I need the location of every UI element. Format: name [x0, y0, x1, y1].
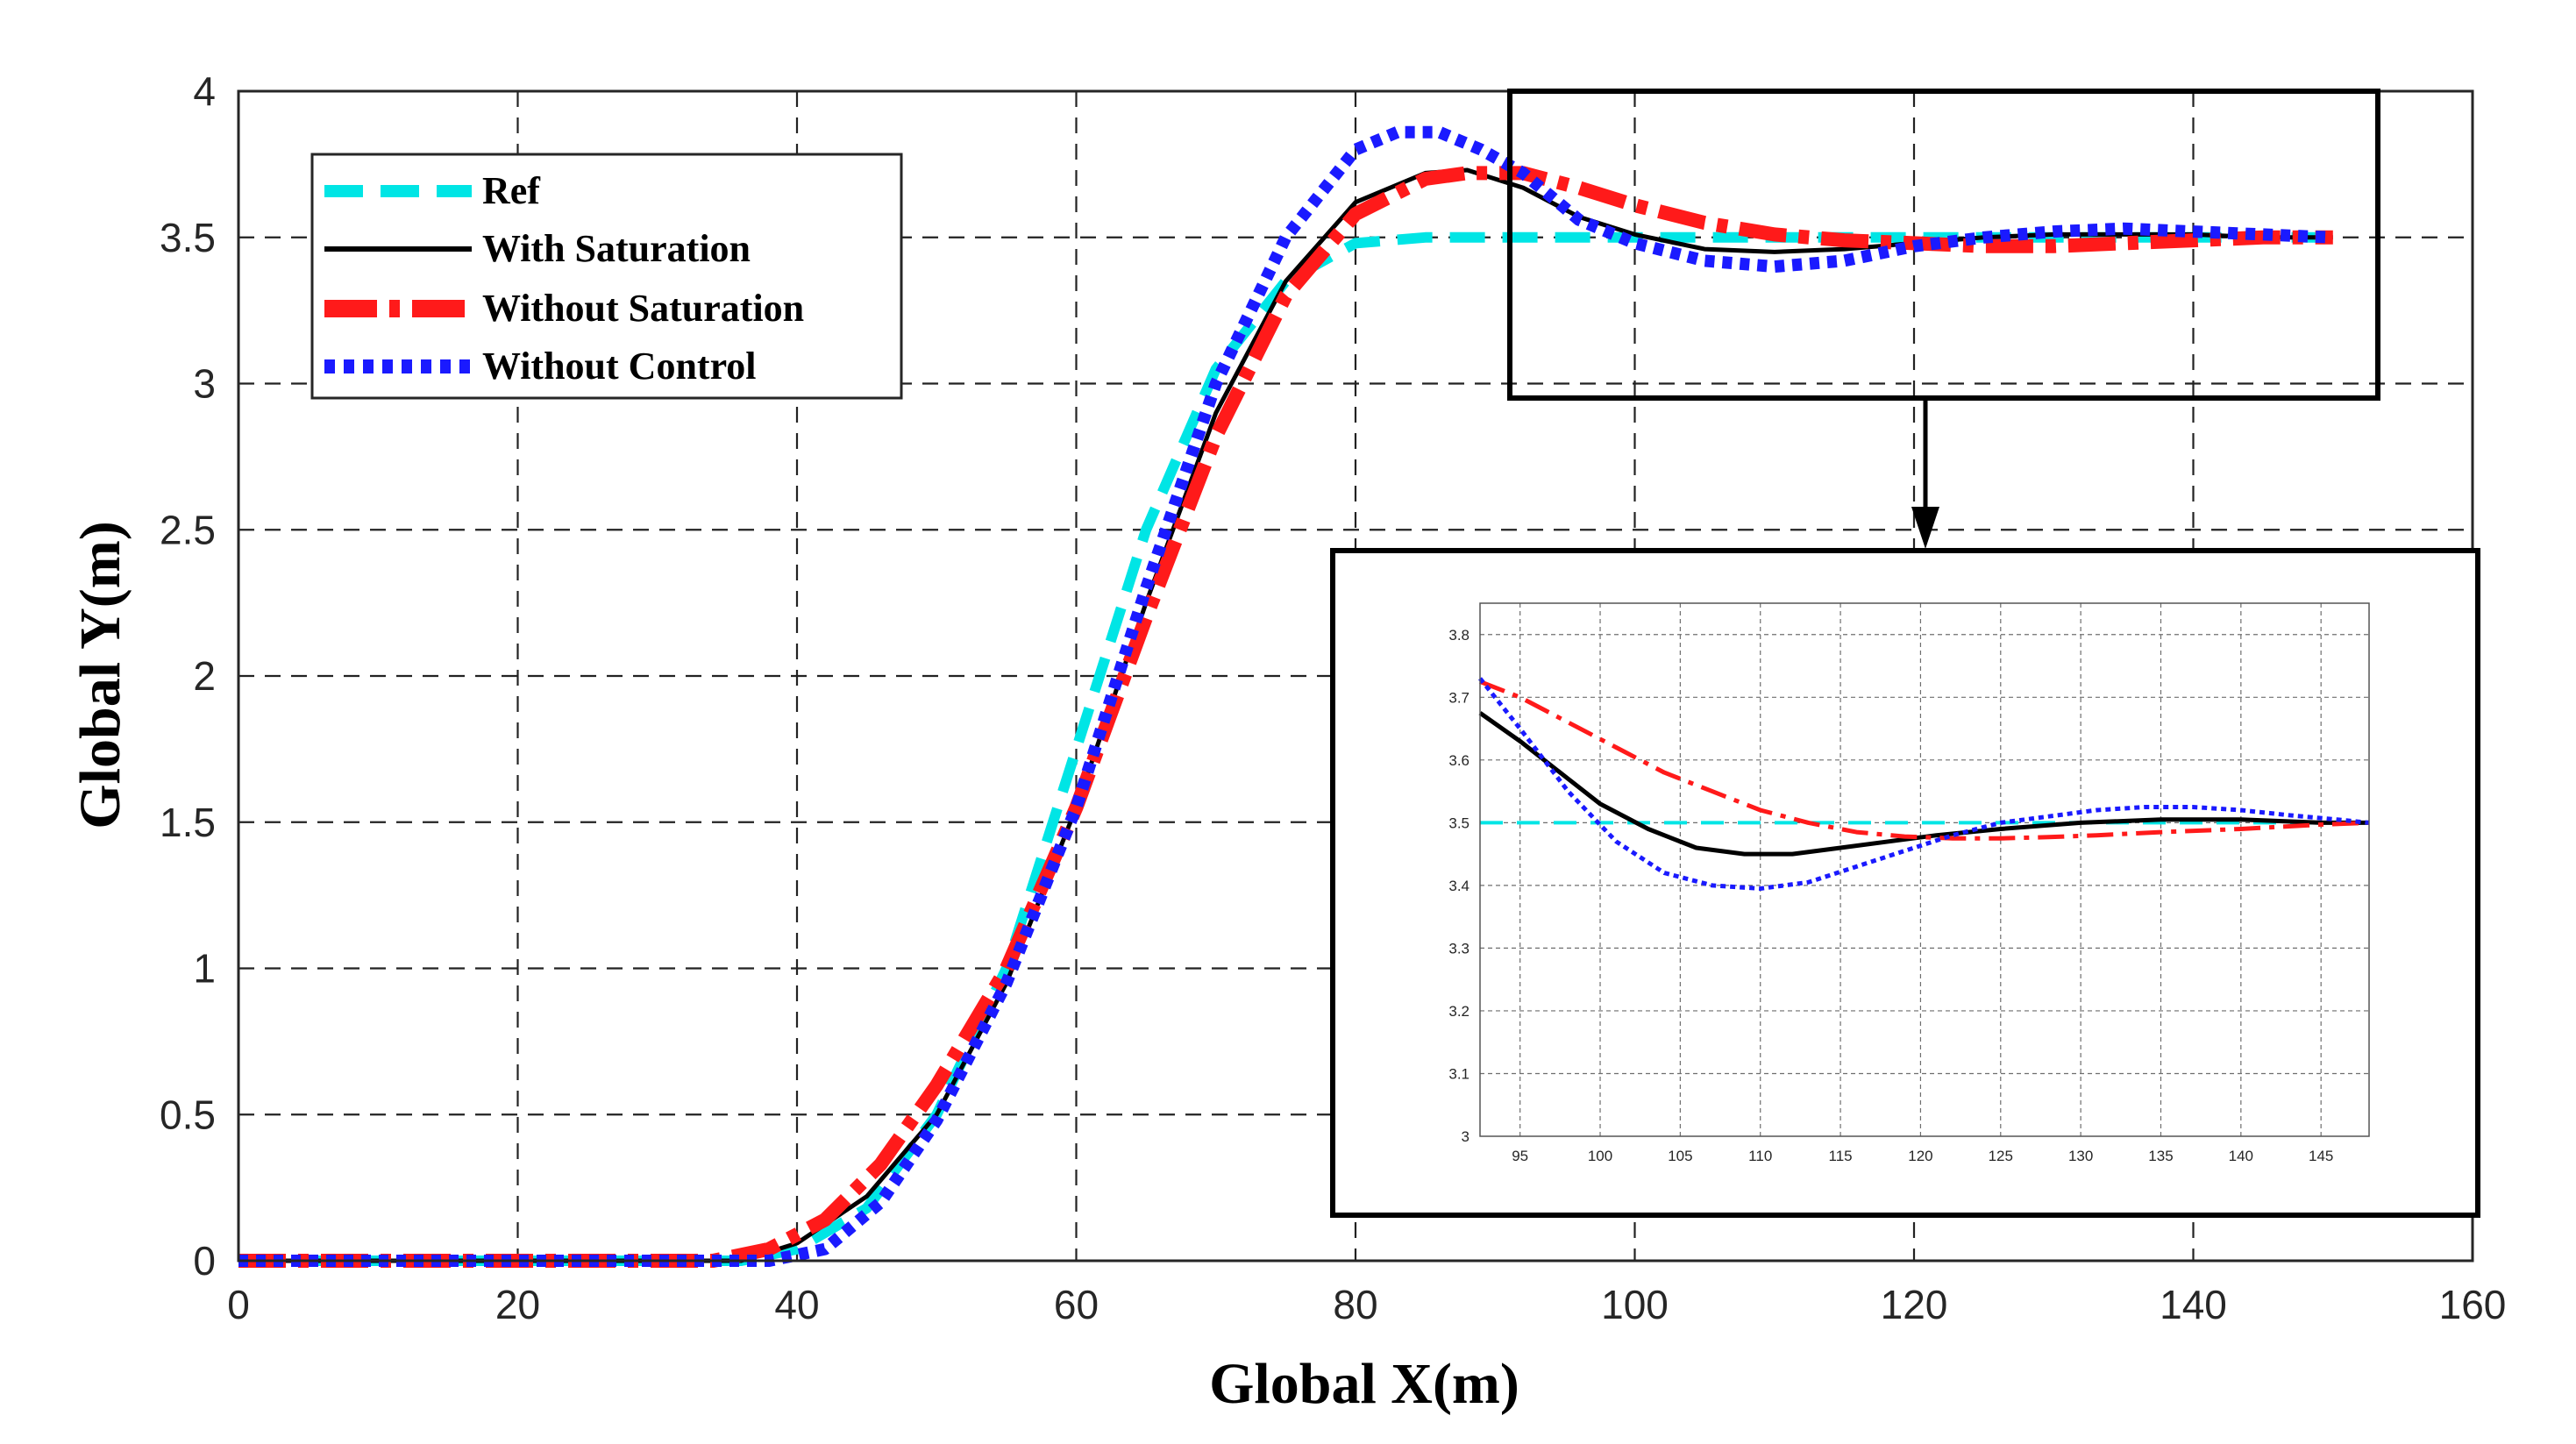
x-tick-label: 130: [2068, 1148, 2093, 1164]
x-tick-label: 100: [1588, 1148, 1612, 1164]
y-tick-label: 2: [193, 653, 216, 699]
legend-label-with-saturation: With Saturation: [482, 227, 751, 270]
x-tick-label: 140: [2160, 1282, 2227, 1327]
y-tick-label: 2.5: [160, 507, 216, 552]
x-tick-label: 80: [1333, 1282, 1377, 1327]
series-without-control: [238, 125, 2334, 1267]
y-tick-label: 3.2: [1448, 1003, 1469, 1020]
legend-label-without-control: Without Control: [482, 345, 757, 388]
x-tick-label: 0: [227, 1282, 250, 1327]
legend-label-ref: Ref: [482, 169, 541, 212]
zoom-region-box: [1507, 89, 2380, 401]
x-tick-label: 120: [1908, 1148, 1932, 1164]
x-tick-label: 40: [774, 1282, 819, 1327]
y-tick-label: 3.8: [1448, 627, 1469, 644]
y-tick-label: 3: [1462, 1128, 1469, 1145]
inset-tick-labels: 95 100 105 110 115 120 125 130 135 140 145 3 3.1 3.2 3…: [1448, 627, 2333, 1164]
x-tick-label: 115: [1829, 1148, 1853, 1164]
main-series-layer: [238, 125, 2334, 1268]
zoom-arrow-head: [1911, 507, 1939, 549]
y-tick-label: 3.3: [1448, 940, 1469, 957]
inset-panel: [1330, 548, 2480, 1218]
x-tick-label: 140: [2229, 1148, 2253, 1164]
x-tick-label: 95: [1512, 1148, 1528, 1164]
x-tick-label: 110: [1748, 1148, 1772, 1164]
x-axis-label: Global X(m): [1209, 1352, 1519, 1416]
y-tick-label: 3.1: [1448, 1065, 1469, 1082]
x-tick-label: 20: [495, 1282, 540, 1327]
inset-series-layer: [1478, 677, 2370, 891]
x-tick-label: 145: [2309, 1148, 2333, 1164]
y-tick-label: 3.6: [1448, 752, 1469, 769]
y-tick-label: 3.5: [160, 215, 216, 260]
x-tick-label: 100: [1601, 1282, 1669, 1327]
y-tick-label: 0.5: [160, 1092, 216, 1137]
y-axis-label: Global Y(m): [68, 521, 132, 829]
inset-series-without-control: [1478, 677, 2370, 891]
x-tick-label: 160: [2439, 1282, 2507, 1327]
x-tick-label: 60: [1054, 1282, 1099, 1327]
y-tick-label: 1.5: [160, 800, 216, 845]
series-with-saturation: [238, 167, 2333, 1263]
main-tick-labels: 0 20 40 60 80 100 120 140 160 0 0.5 1 1.5 2 2.5 3 3.5 4: [160, 68, 2506, 1327]
y-tick-label: 3.5: [1448, 814, 1469, 831]
x-tick-label: 105: [1668, 1148, 1692, 1164]
y-tick-label: 0: [193, 1238, 216, 1284]
legend: Ref With Saturation Without Saturation W…: [310, 153, 903, 400]
inset-grid: [1480, 603, 2369, 1136]
y-tick-label: 4: [193, 68, 216, 114]
x-tick-label: 125: [1989, 1148, 2013, 1164]
legend-label-without-saturation: Without Saturation: [482, 287, 804, 330]
x-tick-label: 120: [1881, 1282, 1948, 1327]
x-tick-label: 135: [2148, 1148, 2173, 1164]
y-tick-label: 3: [193, 361, 216, 407]
y-tick-label: 3.4: [1448, 878, 1469, 894]
inset-series-without-saturation: [1479, 679, 2370, 841]
y-tick-label: 1: [193, 946, 216, 992]
series-without-saturation: [238, 166, 2333, 1268]
inset-series-with-saturation: [1478, 711, 2369, 857]
y-tick-label: 3.7: [1448, 689, 1469, 706]
inset-plot-frame: [1479, 602, 2370, 1137]
